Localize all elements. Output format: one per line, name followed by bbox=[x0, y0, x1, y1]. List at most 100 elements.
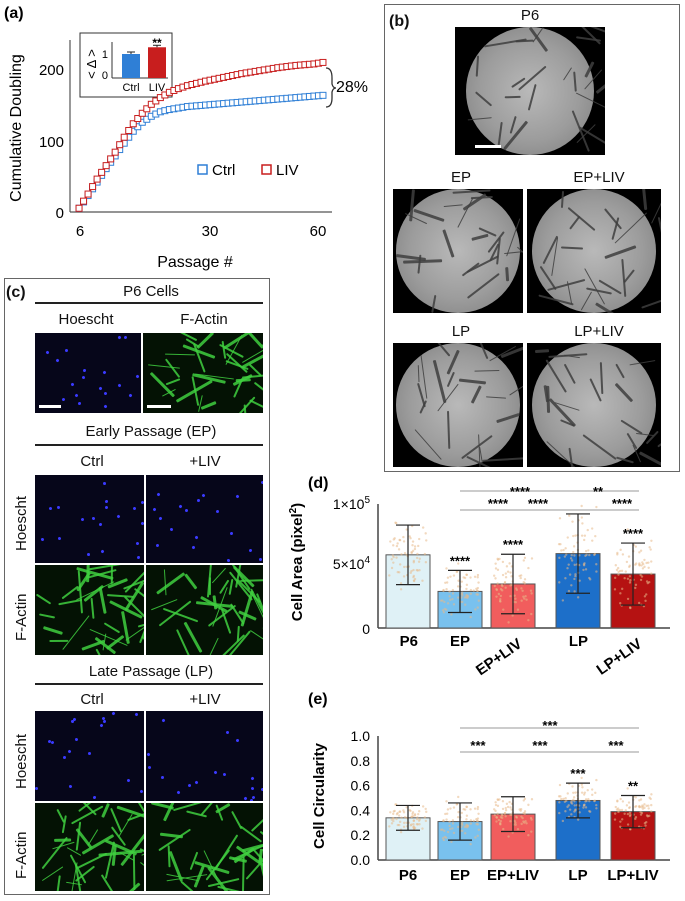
cell-dot bbox=[558, 812, 560, 814]
cell-filament bbox=[447, 410, 450, 448]
cell-dot bbox=[400, 553, 402, 555]
d-bracket-sig-ep-eliv: **** bbox=[488, 496, 509, 511]
cell-dot bbox=[448, 591, 450, 593]
cell-dot bbox=[527, 567, 529, 569]
cell-dot bbox=[477, 813, 479, 815]
cell-filament bbox=[43, 626, 63, 635]
lp-row-factin: F-Actin bbox=[13, 831, 30, 879]
cell-dot bbox=[641, 575, 643, 577]
cell-dot bbox=[614, 818, 616, 820]
a-ytick-0: 0 bbox=[56, 205, 64, 222]
lp-ctrl-hoescht-image bbox=[35, 711, 144, 801]
nucleus-dot bbox=[70, 382, 74, 386]
cell-dot bbox=[505, 809, 507, 811]
cell-filament bbox=[509, 116, 516, 134]
e-bracket-sig-ep-epliv: *** bbox=[470, 738, 486, 753]
cell-dot bbox=[469, 576, 471, 578]
cell-filament bbox=[605, 245, 637, 259]
cell-dot bbox=[452, 589, 454, 591]
cell-dot bbox=[514, 597, 516, 599]
cell-dot bbox=[412, 811, 414, 813]
cell-filament bbox=[66, 847, 80, 856]
cell-filament bbox=[561, 191, 564, 209]
cell-dot bbox=[591, 788, 593, 790]
cell-filament bbox=[472, 234, 489, 241]
cell-dot bbox=[567, 536, 569, 538]
cell-dot bbox=[412, 823, 414, 825]
nucleus-dot bbox=[62, 398, 66, 402]
cell-dot bbox=[464, 577, 466, 579]
cell-dot bbox=[447, 808, 449, 810]
cell-dot bbox=[594, 792, 596, 794]
cell-dot bbox=[410, 816, 412, 818]
cell-dot bbox=[494, 562, 496, 564]
cell-dot bbox=[581, 791, 583, 793]
nucleus-dot bbox=[105, 506, 109, 510]
cell-dot bbox=[453, 832, 455, 834]
cell-filament bbox=[596, 302, 620, 313]
cell-filament bbox=[104, 623, 121, 634]
e-y-axis-label: Cell Circularity bbox=[311, 742, 328, 849]
cell-dot bbox=[573, 545, 575, 547]
nucleus-dot bbox=[159, 516, 163, 520]
cell-dot bbox=[494, 585, 496, 587]
cell-dot bbox=[507, 835, 509, 837]
cell-dot bbox=[504, 815, 506, 817]
cell-dot bbox=[448, 821, 450, 823]
cell-dot bbox=[585, 568, 587, 570]
cell-dot bbox=[565, 800, 567, 802]
cell-dot bbox=[622, 800, 624, 802]
cell-dot bbox=[520, 600, 522, 602]
cell-dot bbox=[393, 537, 395, 539]
cell-dot bbox=[396, 545, 398, 547]
cell-filament bbox=[432, 295, 437, 313]
cell-dot bbox=[614, 812, 616, 814]
cell-dot bbox=[457, 796, 459, 798]
cell-dot bbox=[477, 593, 479, 595]
cell-dot bbox=[457, 596, 459, 598]
cell-dot bbox=[412, 540, 414, 542]
cell-dot bbox=[453, 806, 455, 808]
cell-filament bbox=[615, 363, 625, 378]
cell-dot bbox=[470, 822, 472, 824]
cell-dot bbox=[416, 569, 418, 571]
cell-dot bbox=[392, 561, 394, 563]
cell-dot bbox=[395, 522, 397, 524]
category-label: EP bbox=[450, 633, 470, 650]
cell-filament bbox=[584, 61, 594, 77]
cell-dot bbox=[648, 815, 650, 817]
nucleus-dot bbox=[223, 773, 226, 776]
cell-dot bbox=[502, 608, 504, 610]
nucleus-dot bbox=[194, 781, 198, 785]
cell-dot bbox=[456, 571, 458, 573]
cell-filament bbox=[642, 189, 648, 210]
cell-dot bbox=[501, 817, 503, 819]
cell-dot bbox=[617, 567, 619, 569]
cell-dot bbox=[643, 803, 645, 805]
nucleus-dot bbox=[225, 730, 229, 734]
cell-dot bbox=[581, 783, 583, 785]
cell-filament bbox=[88, 565, 130, 570]
cumulative-doubling-chart: (a) Cumulative Doubling Passage # 28% Ct… bbox=[0, 0, 380, 275]
inset-ytick-0: 0 bbox=[102, 70, 108, 82]
cell-dot bbox=[627, 813, 629, 815]
nucleus-dot bbox=[140, 522, 144, 526]
nucleus-dot bbox=[116, 515, 120, 519]
cell-dot bbox=[588, 810, 590, 812]
cell-dot bbox=[530, 592, 532, 594]
cell-dot bbox=[445, 588, 447, 590]
ep-ctrl-factin-image bbox=[35, 565, 144, 655]
cell-dot bbox=[507, 806, 509, 808]
cell-dot bbox=[527, 834, 529, 836]
cell-dot bbox=[558, 801, 560, 803]
cell-dot bbox=[396, 542, 398, 544]
cell-dot bbox=[587, 789, 589, 791]
e-ytick-label: 0.6 bbox=[351, 778, 371, 794]
nucleus-dot bbox=[124, 336, 128, 340]
nucleus-dot bbox=[98, 386, 102, 390]
cell-dot bbox=[587, 798, 589, 800]
cell-dot bbox=[392, 813, 394, 815]
p6-col-hoescht: Hoescht bbox=[31, 311, 141, 328]
cell-dot bbox=[572, 535, 574, 537]
ep-col-ctrl: Ctrl bbox=[39, 453, 145, 470]
